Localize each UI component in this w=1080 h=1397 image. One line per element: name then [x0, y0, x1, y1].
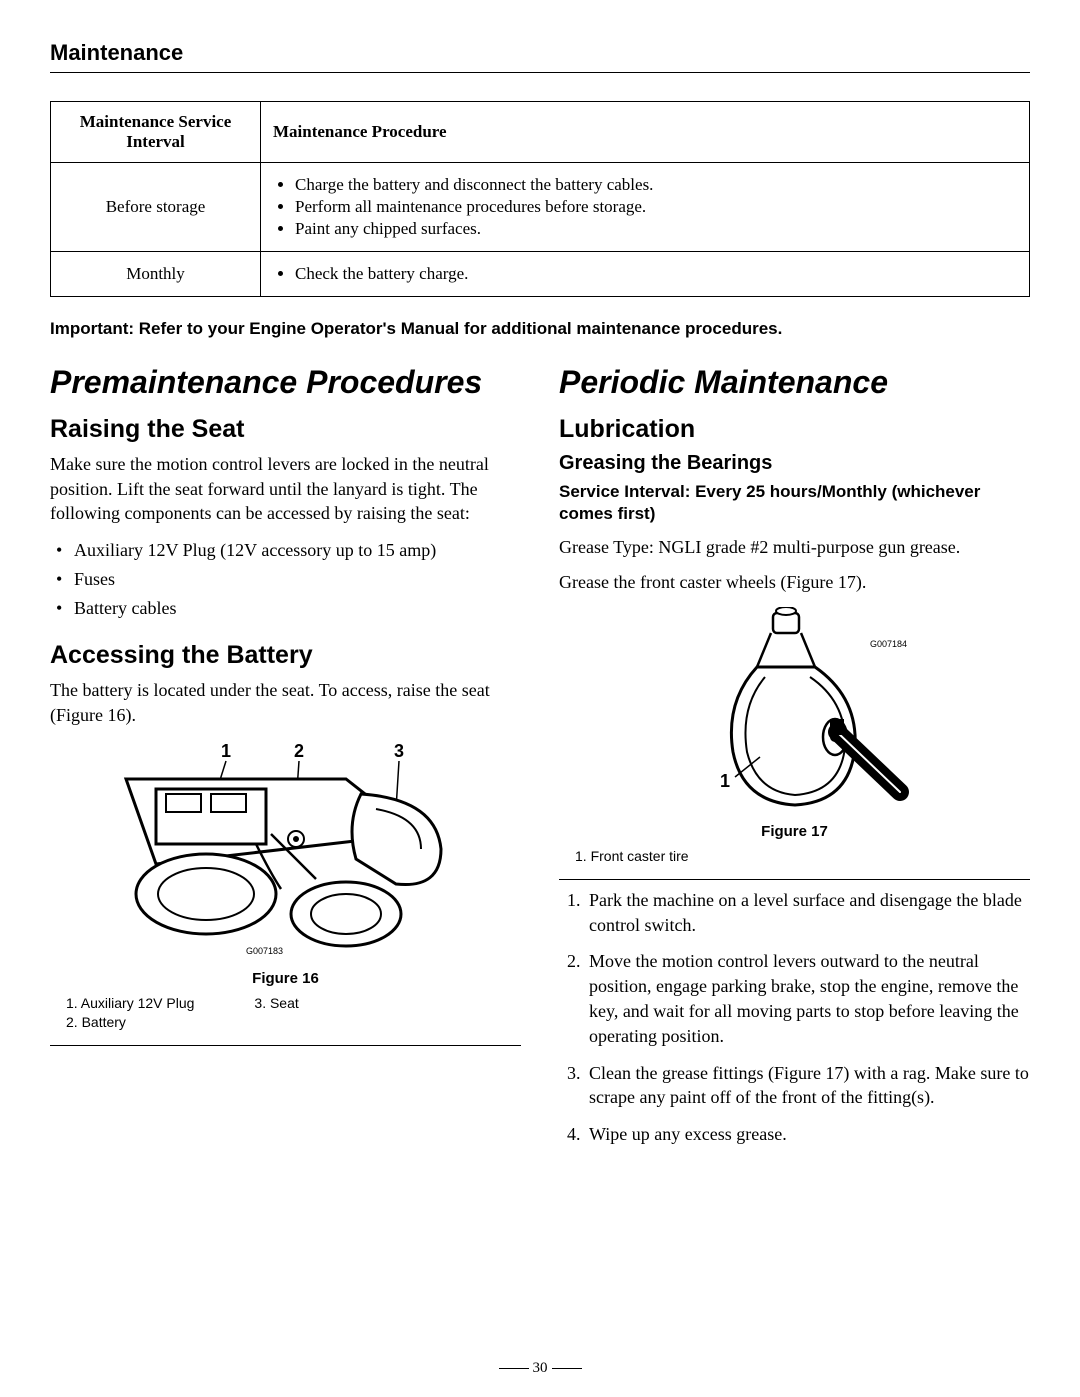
important-label: Important:: [50, 319, 134, 338]
heading-greasing-bearings: Greasing the Bearings: [559, 452, 1030, 475]
step-item: Park the machine on a level surface and …: [585, 888, 1030, 938]
proc-item: Charge the battery and disconnect the ba…: [295, 175, 1017, 195]
figure-16-caption: Figure 16: [50, 970, 521, 987]
maintenance-table: Maintenance Service Interval Maintenance…: [50, 101, 1030, 297]
legend-item: 2. Battery: [66, 1014, 194, 1030]
section-title-premaintenance: Premaintenance Procedures: [50, 365, 521, 401]
greasing-steps: Park the machine on a level surface and …: [559, 888, 1030, 1147]
page-header: Maintenance: [50, 40, 1030, 73]
th-interval: Maintenance Service Interval: [51, 102, 261, 163]
para-grease-type: Grease Type: NGLI grade #2 multi-purpose…: [559, 535, 1030, 560]
table-row: Monthly Check the battery charge.: [51, 252, 1030, 297]
list-item: Battery cables: [74, 594, 521, 623]
fig16-callout-3: 3: [394, 741, 404, 761]
section-rule: [559, 879, 1030, 880]
step-item: Wipe up any excess grease.: [585, 1122, 1030, 1147]
cell-interval: Monthly: [51, 252, 261, 297]
figure-17: 1 G007184 Figure 17: [559, 607, 1030, 840]
proc-item: Paint any chipped surfaces.: [295, 219, 1017, 239]
list-item: Fuses: [74, 565, 521, 594]
para-accessing-battery: The battery is located under the seat. T…: [50, 678, 521, 728]
proc-item: Perform all maintenance procedures befor…: [295, 197, 1017, 217]
cell-procedure: Check the battery charge.: [261, 252, 1030, 297]
fig16-callout-1: 1: [221, 741, 231, 761]
service-interval: Service Interval: Every 25 hours/Monthly…: [559, 481, 1030, 525]
important-note: Important: Refer to your Engine Operator…: [50, 319, 1030, 339]
right-column: Periodic Maintenance Lubrication Greasin…: [559, 365, 1030, 1159]
legend-item: 1. Front caster tire: [575, 848, 689, 864]
figure-16-legend: 1. Auxiliary 12V Plug 2. Battery 3. Seat: [66, 995, 521, 1033]
fig17-callout-1: 1: [720, 771, 730, 791]
th-procedure: Maintenance Procedure: [261, 102, 1030, 163]
figure-17-legend: 1. Front caster tire: [575, 848, 1030, 867]
list-item: Auxiliary 12V Plug (12V accessory up to …: [74, 536, 521, 565]
cell-procedure: Charge the battery and disconnect the ba…: [261, 163, 1030, 252]
heading-accessing-battery: Accessing the Battery: [50, 641, 521, 670]
fig16-code: G007183: [246, 946, 283, 956]
legend-item: 1. Auxiliary 12V Plug: [66, 995, 194, 1011]
legend-item: 3. Seat: [254, 995, 298, 1011]
para-grease-front: Grease the front caster wheels (Figure 1…: [559, 570, 1030, 595]
fig17-code: G007184: [870, 639, 907, 649]
figure-17-svg: 1 G007184: [665, 607, 925, 817]
section-rule: [50, 1045, 521, 1046]
raising-seat-list: Auxiliary 12V Plug (12V accessory up to …: [50, 536, 521, 622]
para-raising-seat: Make sure the motion control levers are …: [50, 452, 521, 526]
heading-lubrication: Lubrication: [559, 415, 1030, 444]
cell-interval: Before storage: [51, 163, 261, 252]
section-title-periodic: Periodic Maintenance: [559, 365, 1030, 401]
figure-16: 1 2 3: [50, 739, 521, 987]
page-number: 30: [0, 1360, 1080, 1377]
figure-16-svg: 1 2 3: [96, 739, 476, 964]
step-item: Move the motion control levers outward t…: [585, 949, 1030, 1048]
figure-17-caption: Figure 17: [559, 823, 1030, 840]
step-item: Clean the grease fittings (Figure 17) wi…: [585, 1061, 1030, 1111]
heading-raising-seat: Raising the Seat: [50, 415, 521, 444]
table-row: Before storage Charge the battery and di…: [51, 163, 1030, 252]
fig16-callout-2: 2: [294, 741, 304, 761]
proc-item: Check the battery charge.: [295, 264, 1017, 284]
important-text: Refer to your Engine Operator's Manual f…: [139, 319, 783, 338]
left-column: Premaintenance Procedures Raising the Se…: [50, 365, 521, 1159]
